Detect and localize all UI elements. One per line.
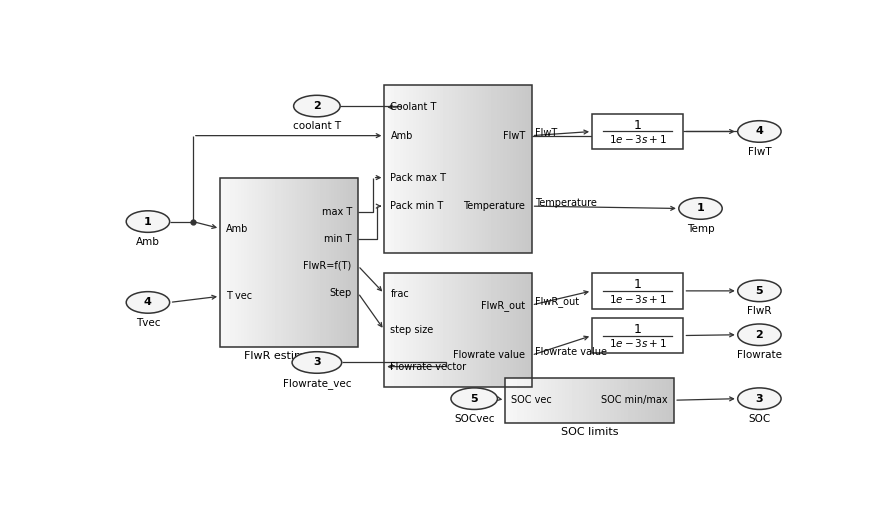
Text: FlwR estimation: FlwR estimation [244,352,334,361]
Text: Temperature: Temperature [534,198,597,208]
Text: Step: Step [329,288,351,298]
Text: Flowrate value: Flowrate value [453,350,525,360]
Text: $1e-3s+1$: $1e-3s+1$ [608,293,667,305]
Bar [505,378,674,423]
Bar [220,178,358,347]
Text: 1: 1 [634,119,641,132]
Text: SOC: SOC [748,414,771,424]
Text: Temp: Temp [687,224,714,234]
Ellipse shape [679,198,723,219]
Text: 1: 1 [634,278,641,292]
Text: max T: max T [321,207,351,217]
Text: SOCvec: SOCvec [454,414,494,424]
Ellipse shape [738,324,781,346]
Text: Tvec: Tvec [136,318,161,328]
Ellipse shape [451,388,498,409]
Ellipse shape [738,280,781,302]
Bar [592,273,683,309]
Text: Pack max T: Pack max T [391,173,447,183]
Text: Flowrate value: Flowrate value [534,347,607,357]
Bar [384,85,532,253]
Text: SOC vec: SOC vec [511,395,552,405]
Text: $1e-3s+1$: $1e-3s+1$ [608,337,667,349]
Text: Amb: Amb [136,237,160,247]
Text: 1: 1 [144,217,152,227]
Text: Amb: Amb [391,131,413,141]
Text: FlwR: FlwR [747,306,772,316]
Ellipse shape [738,388,781,409]
Text: 3: 3 [756,393,764,404]
Text: FlwT: FlwT [503,131,525,141]
Text: 4: 4 [144,297,152,307]
Text: 4: 4 [756,126,764,136]
Text: Flowrate: Flowrate [737,350,782,360]
Text: 3: 3 [313,357,321,367]
Text: coolant T: coolant T [293,122,341,132]
Ellipse shape [738,121,781,142]
Text: 2: 2 [756,330,764,340]
Bar [384,273,532,387]
Text: 5: 5 [756,286,764,296]
Ellipse shape [292,352,342,373]
Text: SOC limits: SOC limits [561,427,618,437]
Text: min T: min T [325,234,351,244]
Text: 2: 2 [313,101,321,111]
Text: Coolant T: Coolant T [391,102,437,112]
Text: FlwT: FlwT [747,147,772,157]
Text: Amb: Amb [227,224,249,234]
Text: T vec: T vec [227,292,252,301]
Ellipse shape [127,292,169,313]
Text: Pack min T: Pack min T [391,201,443,211]
Ellipse shape [293,95,340,117]
Text: FlwR_out: FlwR_out [481,299,525,311]
Text: 1: 1 [634,323,641,336]
Text: 5: 5 [470,393,478,404]
Text: step size: step size [391,325,434,335]
Text: FlwR_out: FlwR_out [534,296,579,307]
Text: Flowrate_vec: Flowrate_vec [283,378,351,389]
Text: SOC min/max: SOC min/max [601,395,668,405]
Text: Temperature: Temperature [464,201,525,211]
Text: Flowrate vector: Flowrate vector [391,362,467,372]
Ellipse shape [127,211,169,233]
Bar [592,318,683,353]
Text: FlwR=f(T): FlwR=f(T) [303,261,351,271]
Text: frac: frac [391,289,409,298]
Bar [592,114,683,149]
Text: $1e-3s+1$: $1e-3s+1$ [608,133,667,145]
Text: FlwT: FlwT [534,127,557,138]
Text: 1: 1 [697,203,705,213]
